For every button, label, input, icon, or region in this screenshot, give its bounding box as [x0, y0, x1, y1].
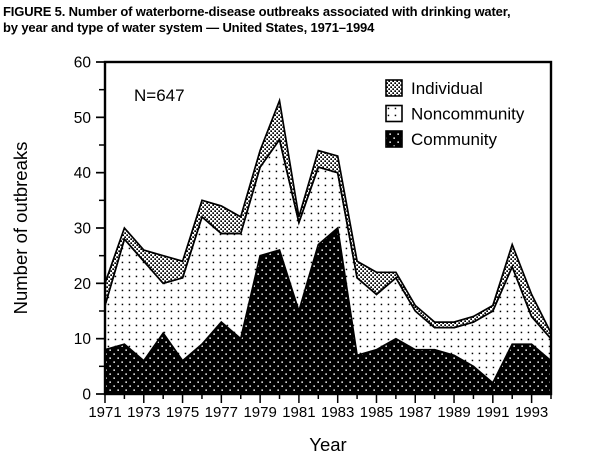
x-tick-label: 1971	[88, 404, 121, 421]
axis-labels: 0 10 20 30 40 50 60 1971 1973 1975 1977 1979 1981 198…	[10, 55, 548, 456]
legend-swatch-noncommunity	[385, 104, 403, 123]
x-tick-label: 1993	[515, 404, 548, 421]
legend-swatch-individual	[385, 79, 403, 97]
axes	[96, 60, 553, 403]
x-axis-title: Year	[309, 434, 346, 455]
legend-label-individual: Individual	[411, 79, 483, 98]
x-tick-label: 1989	[437, 404, 470, 421]
y-tick-label: 40	[74, 165, 92, 182]
x-tick-label: 1987	[399, 404, 432, 421]
y-tick-label: 60	[74, 55, 92, 72]
x-tick-label: 1975	[166, 404, 199, 421]
x-tick-label: 1979	[243, 404, 276, 421]
n-annotation: N=647	[134, 86, 185, 105]
y-tick-label: 0	[82, 387, 91, 404]
y-tick-label: 10	[74, 331, 92, 348]
legend-swatch-community	[385, 130, 403, 148]
figure-caption-line1: FIGURE 5. Number of waterborne-disease o…	[3, 4, 511, 19]
x-tick-label: 1977	[205, 404, 238, 421]
y-axis-title: Number of outbreaks	[10, 142, 31, 315]
x-tick-label: 1991	[476, 404, 509, 421]
y-tick-label: 30	[74, 221, 92, 238]
y-tick-label: 20	[74, 276, 92, 293]
x-tick-label: 1983	[321, 404, 354, 421]
y-tick-label: 50	[74, 110, 92, 127]
x-tick-label: 1981	[282, 404, 315, 421]
figure-caption: FIGURE 5. Number of waterborne-disease o…	[3, 4, 609, 35]
x-tick-label: 1973	[127, 404, 160, 421]
figure-caption-line2: by year and type of water system — Unite…	[3, 19, 375, 35]
legend-label-noncommunity: Noncommunity	[411, 105, 525, 124]
legend-label-community: Community	[411, 130, 497, 149]
x-tick-label: 1985	[360, 404, 393, 421]
legend: Individual Noncommunity Community	[385, 79, 525, 149]
